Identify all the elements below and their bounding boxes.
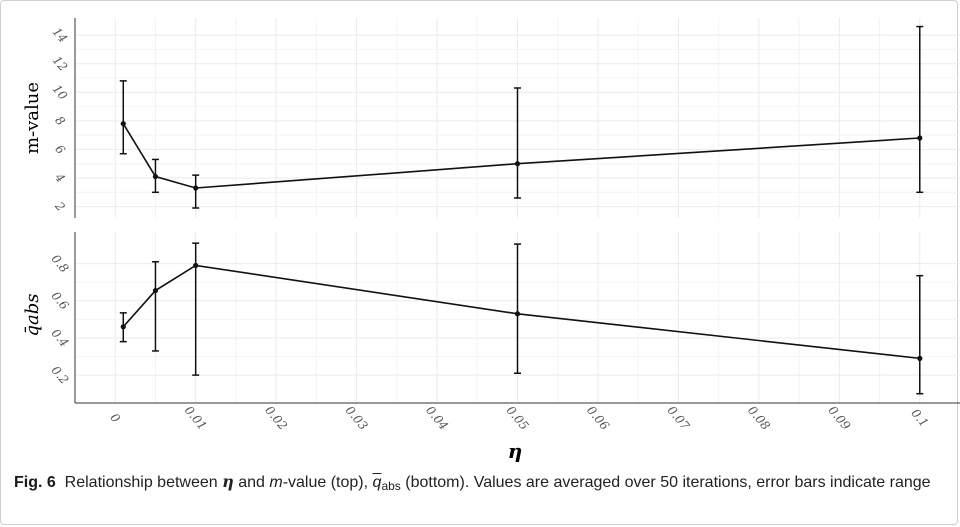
top-error-bar [192, 174, 200, 209]
xtick-label: 0.09 [825, 403, 853, 433]
xtick-label: 0.06 [584, 403, 612, 433]
figure-chart: 2 4 6 8 10 12 14 0.2 0.4 0.6 0.8 0 0.01 0.02 0.03 0.04… [22, 18, 960, 463]
xtick-label: 0.08 [745, 403, 773, 433]
bottom-ytick-label: 0.2 [49, 363, 72, 387]
bottom-data-point [120, 324, 126, 330]
top-data-point [193, 185, 199, 191]
bottom-error-bar [151, 260, 159, 352]
top-data-point [152, 173, 159, 180]
figure-caption: Fig. 6 Relationship between η and m-valu… [14, 470, 944, 498]
bottom-xlabel: η [508, 439, 523, 463]
top-ytick-label: 2 [52, 198, 68, 214]
bottom-data-point [193, 262, 199, 269]
top-ytick-label: 14 [50, 25, 71, 46]
xtick-label: 0.07 [664, 403, 692, 433]
caption-text-4: (bottom). Values are averaged over 50 it… [405, 474, 931, 491]
top-data-point [120, 121, 126, 127]
panel-bottom: 0.2 0.4 0.6 0.8 0 0.01 0.02 0.03 0.04 0.05 0.06 0.0… [49, 232, 960, 433]
top-ytick-label: 8 [52, 113, 68, 128]
caption-m: m [269, 474, 283, 491]
top-error-bar [916, 25, 924, 194]
xtick-label: 0.04 [423, 403, 451, 432]
caption-qsub: abs [381, 479, 401, 493]
top-error-bar [119, 80, 127, 155]
bottom-ylabel-text: q̄abs [22, 293, 43, 336]
top-ytick-label: 4 [52, 170, 68, 186]
top-error-bar [514, 87, 521, 199]
xtick-label: 0.1 [908, 406, 931, 430]
bottom-series-line [122, 264, 920, 360]
panel-top: 2 4 6 8 10 12 14 [50, 18, 960, 218]
xtick-label: 0.05 [504, 403, 532, 432]
top-ytick-label: 12 [50, 53, 71, 74]
caption-eta: η [222, 472, 234, 491]
bottom-ytick-label: 0.6 [49, 289, 72, 313]
bottom-error-bar [916, 274, 924, 395]
bottom-data-point [514, 311, 521, 317]
xtick-label: 0 [107, 411, 123, 426]
caption-text-2: and [238, 474, 265, 491]
top-ylabel: m-value [22, 82, 43, 154]
bottom-error-bar [514, 243, 521, 375]
bottom-ytick-label: 0.8 [49, 252, 72, 276]
top-data-point [917, 135, 923, 141]
bottom-data-point [152, 287, 159, 294]
xtick-label: 0.02 [262, 403, 290, 432]
top-ytick-label: 6 [52, 142, 68, 157]
xtick-label: 0.03 [343, 403, 371, 433]
caption-text-1: Relationship between [64, 474, 218, 491]
bottom-data-point [917, 355, 923, 361]
caption-text-3: -value (top), [282, 474, 369, 491]
top-data-point [514, 161, 521, 167]
caption-label: Fig. 6 [14, 474, 56, 491]
caption-q: q [372, 474, 382, 491]
bottom-ytick-label: 0.4 [49, 326, 72, 350]
bottom-ylabel: q̄abs [22, 293, 43, 336]
xtick-label: 0.01 [182, 403, 210, 432]
top-ytick-label: 10 [50, 82, 71, 103]
